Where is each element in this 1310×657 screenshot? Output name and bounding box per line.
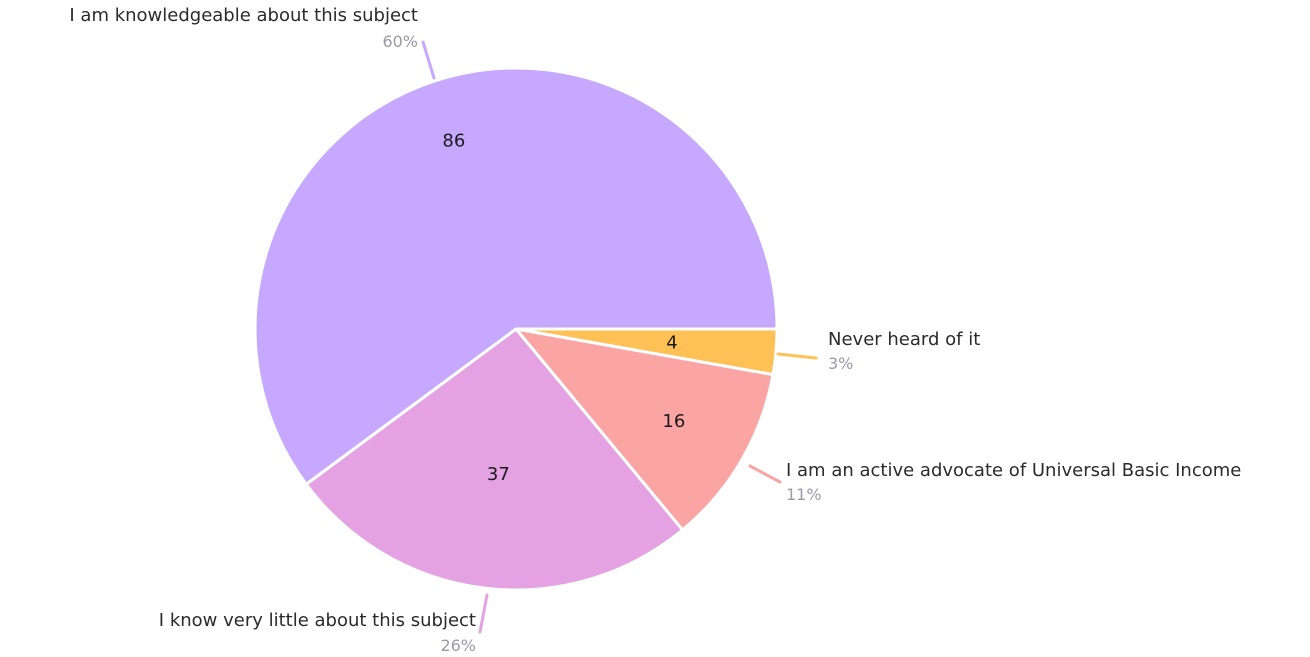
slice-name-label: I am knowledgeable about this subject bbox=[69, 5, 418, 26]
slice-name-label: I am an active advocate of Universal Bas… bbox=[786, 460, 1241, 481]
slice-value-label: 86 bbox=[442, 131, 465, 152]
slice-name-label: Never heard of it bbox=[828, 329, 980, 350]
leader-line bbox=[776, 352, 818, 360]
pie-slice-i-am-knowledgeable-about-this-subject[interactable] bbox=[253, 66, 779, 486]
slice-name-label: I know very little about this subject bbox=[159, 610, 476, 631]
pie-slices bbox=[253, 66, 779, 592]
leader-line bbox=[478, 593, 489, 634]
slice-percent-label: 11% bbox=[786, 485, 822, 504]
leader-line bbox=[748, 464, 782, 484]
leader-line bbox=[421, 40, 436, 80]
slice-value-label: 16 bbox=[662, 411, 685, 432]
slice-percent-label: 26% bbox=[440, 636, 476, 655]
slice-percent-label: 3% bbox=[828, 354, 853, 373]
slice-labels: 4 Never heard of it 3% 16 I am an active adv… bbox=[69, 5, 1241, 655]
slice-value-label: 37 bbox=[487, 464, 510, 485]
leader-lines bbox=[421, 40, 818, 634]
slice-percent-label: 60% bbox=[382, 32, 418, 51]
pie-slice-i-know-very-little-about-this-subject[interactable] bbox=[304, 327, 685, 592]
pie-slice-i-am-an-active-advocate-of-universal-basic-income[interactable] bbox=[514, 327, 775, 532]
slice-value-label: 4 bbox=[666, 333, 677, 354]
